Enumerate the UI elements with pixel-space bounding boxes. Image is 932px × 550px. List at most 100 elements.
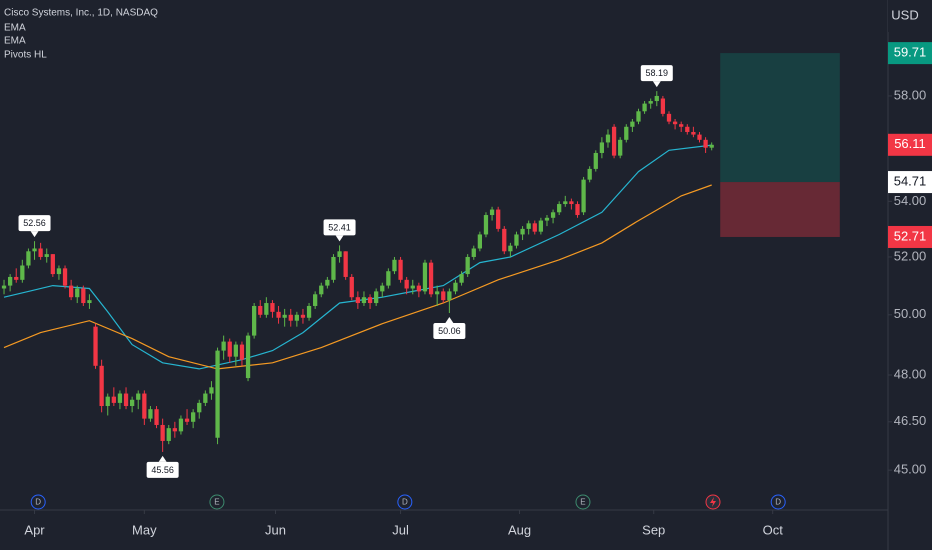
candle-body xyxy=(471,248,476,257)
pivot-pointer xyxy=(445,317,454,324)
pivot-box xyxy=(18,215,51,232)
candle-body xyxy=(557,204,562,213)
stop-price-tag xyxy=(888,225,932,248)
x-tick-label: Oct xyxy=(763,522,784,537)
candle-body xyxy=(636,111,641,122)
event-label: D xyxy=(775,498,781,507)
candle-body xyxy=(544,217,550,221)
candle-body xyxy=(685,126,690,132)
candle-body xyxy=(270,303,275,312)
candle-body xyxy=(26,251,31,266)
candle-body xyxy=(99,365,104,407)
candle-body xyxy=(239,344,245,360)
candle-body xyxy=(453,282,458,292)
candle-body xyxy=(258,305,263,315)
candle-body xyxy=(514,234,519,246)
candle-body xyxy=(32,248,37,252)
candle-layer xyxy=(1,91,714,452)
ema-line xyxy=(3,184,712,370)
candle-body xyxy=(136,393,141,400)
candle-body xyxy=(404,279,409,289)
candle-body xyxy=(489,209,495,216)
candle-body xyxy=(93,326,98,366)
event-marker[interactable] xyxy=(770,494,786,510)
candle-body xyxy=(569,201,574,205)
candle-body xyxy=(532,223,537,232)
candle-body xyxy=(459,274,464,283)
candle-body xyxy=(81,288,86,304)
candle-body xyxy=(306,305,312,318)
y-tick-label: 52.00 xyxy=(894,248,927,263)
candle-body xyxy=(611,126,617,156)
candle-body xyxy=(654,95,659,102)
candle-body xyxy=(87,300,92,304)
candle-body xyxy=(563,201,568,205)
candle-body xyxy=(422,262,428,292)
candle-body xyxy=(349,276,354,298)
candle-body xyxy=(233,344,238,357)
candle-body xyxy=(282,314,287,318)
target-zone xyxy=(720,53,840,183)
candle-body xyxy=(465,256,470,275)
event-marker[interactable] xyxy=(209,494,225,510)
candle-body xyxy=(313,294,318,306)
candle-body xyxy=(264,303,269,315)
candle-body xyxy=(14,276,19,280)
candle-body xyxy=(666,113,672,122)
candle-body xyxy=(624,126,629,140)
candle-body xyxy=(38,248,43,257)
candle-body xyxy=(392,259,397,272)
candle-body xyxy=(660,98,666,114)
y-tick-label: 46.50 xyxy=(894,413,927,428)
candle-body xyxy=(203,393,208,403)
candle-body xyxy=(380,285,385,292)
ema-line xyxy=(3,144,712,370)
pivot-pointer xyxy=(652,81,661,88)
candle-body xyxy=(367,297,373,304)
pivot-pointer xyxy=(30,231,39,238)
currency[interactable]: USD xyxy=(891,7,918,22)
flash-glyph xyxy=(710,497,716,507)
candle-body xyxy=(605,134,611,143)
candle-body xyxy=(703,139,708,148)
pivot-label: 58.19 xyxy=(646,68,669,78)
candle-body xyxy=(502,228,507,252)
event-marker[interactable] xyxy=(397,494,413,510)
candle-body xyxy=(215,350,220,438)
candle-body xyxy=(209,387,214,394)
candle-body xyxy=(111,396,116,403)
pivot-label: 50.06 xyxy=(438,326,461,336)
candle-body xyxy=(679,124,684,127)
pivot-label: 45.56 xyxy=(151,465,174,475)
candle-body xyxy=(197,402,202,413)
candle-body xyxy=(630,121,635,127)
x-tick-label: May xyxy=(132,522,157,537)
candle-body xyxy=(618,139,623,156)
candle-body xyxy=(160,424,165,441)
candle-body xyxy=(62,268,68,286)
candle-body xyxy=(172,428,177,432)
candle-body xyxy=(386,271,391,286)
candle-body xyxy=(252,305,257,336)
chart-title: Cisco Systems, Inc., 1D, NASDAQ xyxy=(4,8,158,19)
ema-layer xyxy=(3,144,712,370)
pivot-layer: 52.56 45.56 52.41 50.06 58.19 xyxy=(18,65,673,478)
candle-body xyxy=(294,314,299,321)
candle-body xyxy=(550,212,556,218)
pivot-box xyxy=(146,461,179,478)
candle-body xyxy=(398,259,403,280)
event-marker[interactable] xyxy=(575,494,591,510)
y-tick-label: 58.00 xyxy=(894,87,927,102)
event-marker[interactable] xyxy=(30,494,46,510)
candle-body xyxy=(1,285,7,289)
candle-body xyxy=(105,396,110,407)
candle-body xyxy=(142,393,147,419)
candle-body xyxy=(7,276,13,286)
pivot-label: 52.41 xyxy=(328,222,351,232)
candle-body xyxy=(709,144,714,148)
axis-layer: 45.00 46.50 48.00 50.00 52.00 54.00 58.00 Apr Ma… xyxy=(24,42,932,537)
pivot-pointer xyxy=(158,455,167,462)
